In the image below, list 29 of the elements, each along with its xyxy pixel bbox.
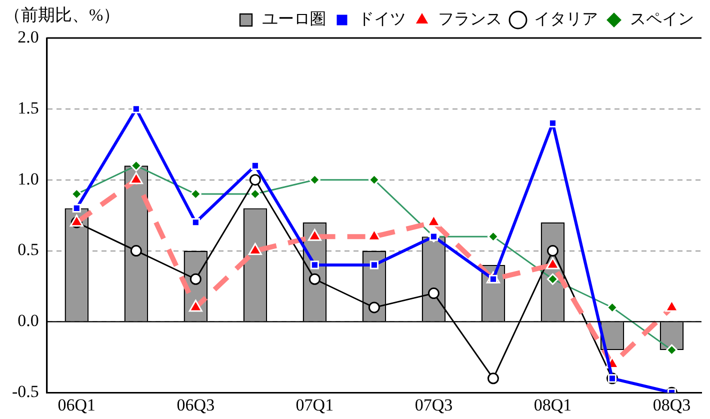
point [487,372,499,384]
point [370,260,378,270]
point [546,245,558,257]
x-tick-label: 07Q3 [414,395,453,414]
x-tick-label: 08Q1 [534,395,572,414]
y-axis-title: （前期比、%） [4,5,120,24]
y-tick-label: 2.0 [18,27,39,46]
x-tick-label: 06Q3 [176,395,215,414]
y-tick-label: -0.5 [12,382,39,402]
point [190,273,202,285]
legend-label: スペイン [630,11,694,28]
y-tick-label: 1.0 [18,169,39,188]
point [249,174,261,186]
point [310,260,319,270]
legend-label: フランス [438,11,502,28]
point [72,204,81,212]
point [130,245,142,257]
point [428,288,440,300]
x-tick-label: 06Q1 [58,395,96,414]
y-tick-label: 1.5 [18,98,39,118]
legend-label: イタリア [534,11,598,28]
x-tick-label: 08Q3 [652,395,691,414]
x-tick-label: 07Q1 [296,395,334,414]
point [308,273,320,285]
point [368,302,380,314]
y-tick-label: 0.5 [18,240,39,260]
legend-label: ユーロ圏 [262,11,326,28]
legend-label: ドイツ [358,11,406,28]
y-tick-label: 0.0 [18,311,39,330]
